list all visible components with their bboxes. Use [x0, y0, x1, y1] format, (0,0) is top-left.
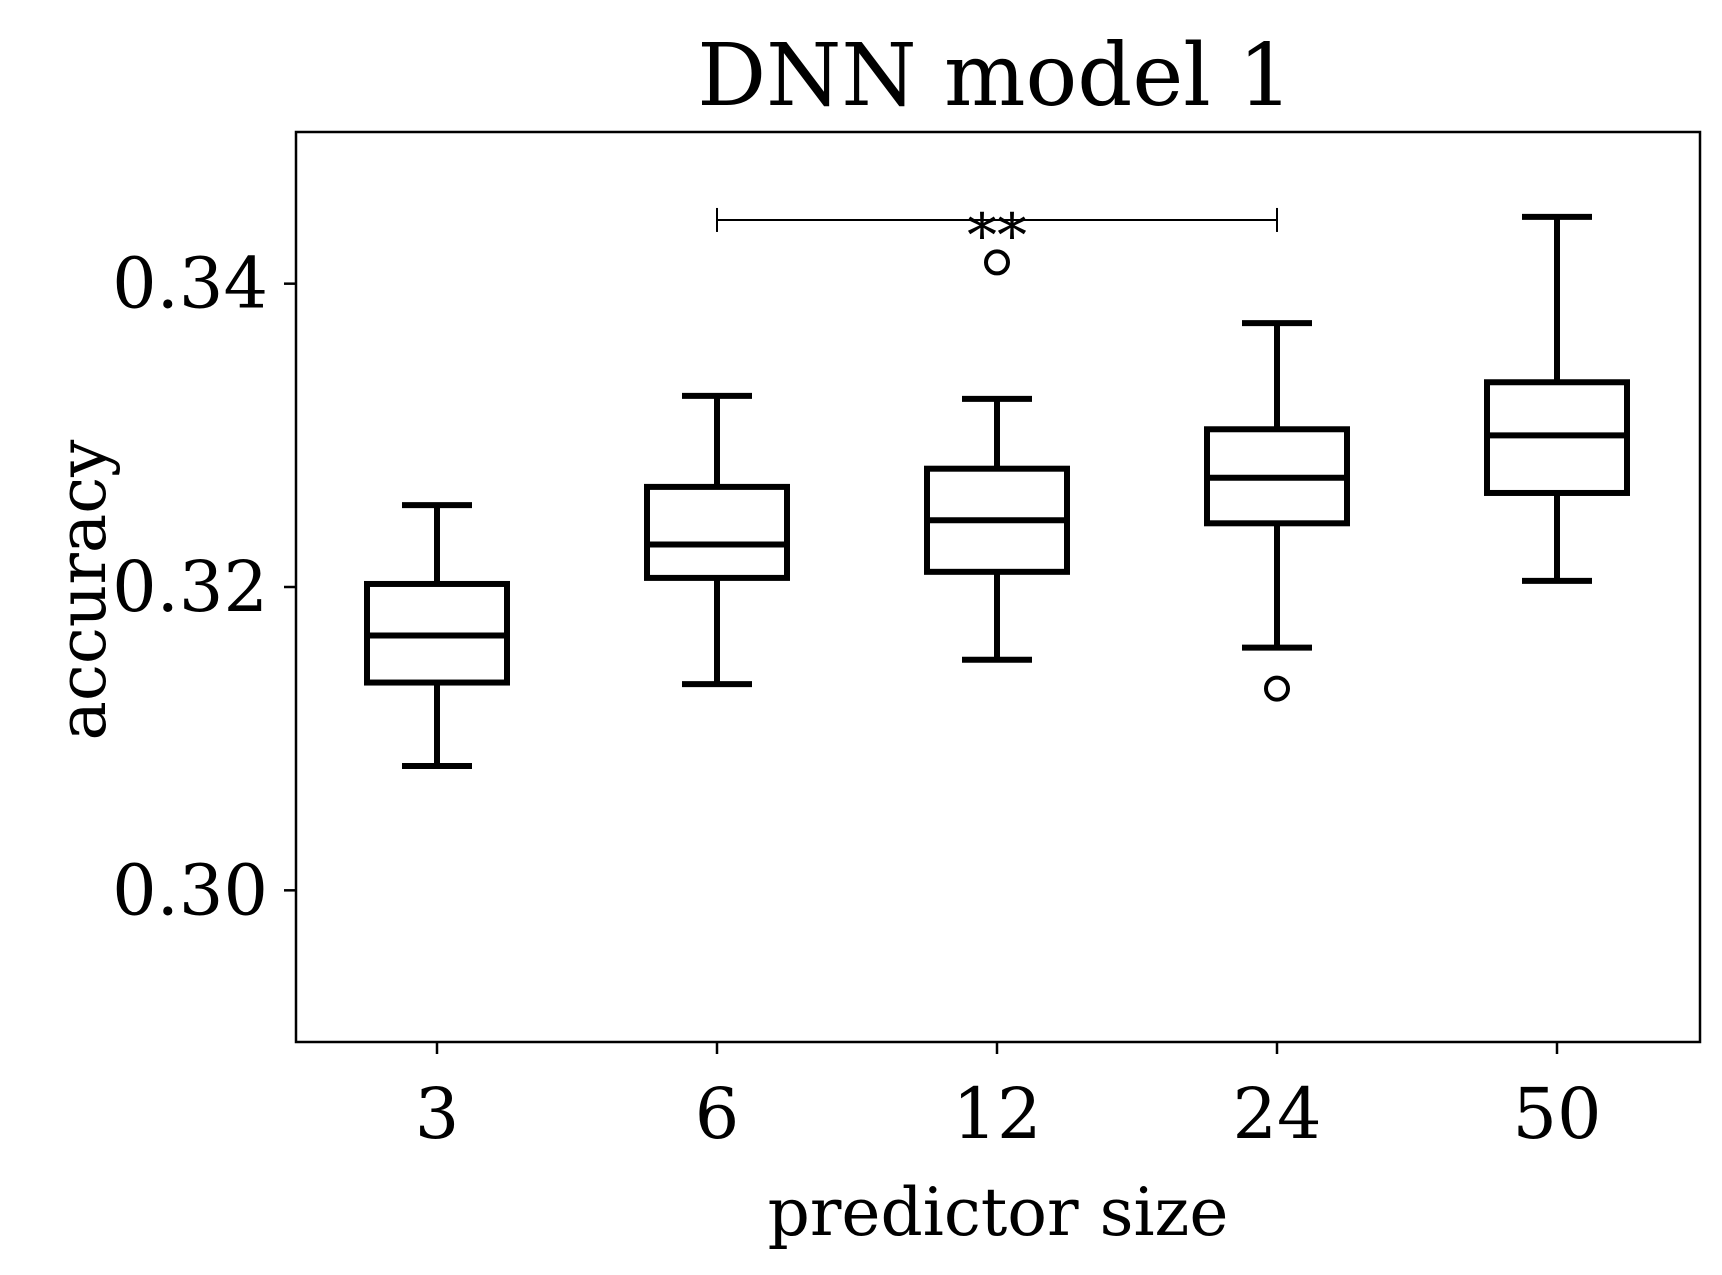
- x-tick-label: 3: [415, 1073, 460, 1155]
- box-6: [644, 392, 790, 688]
- box-50: [1484, 213, 1630, 584]
- box-24: [1204, 320, 1350, 702]
- box-12: [924, 249, 1070, 663]
- significance-layer: **: [716, 201, 1278, 271]
- x-tick-label: 12: [952, 1073, 1041, 1155]
- x-tick-label: 6: [695, 1073, 740, 1155]
- chart-title: DNN model 1: [697, 26, 1293, 126]
- y-tick-label: 0.34: [112, 243, 268, 325]
- x-axis-label: predictor size: [768, 1174, 1229, 1251]
- box-3: [364, 502, 510, 769]
- boxes-layer: [364, 213, 1630, 769]
- y-tick-label: 0.30: [112, 849, 268, 931]
- outlier-point: [984, 249, 1010, 276]
- significance-label: **: [967, 201, 1027, 271]
- x-tick-label: 50: [1512, 1073, 1601, 1155]
- y-axis-label: accuracy: [44, 439, 121, 741]
- x-axis: 3 6 12 24 50: [415, 1042, 1602, 1155]
- y-tick-label: 0.32: [112, 546, 268, 628]
- y-axis: 0.30 0.32 0.34: [112, 243, 296, 931]
- x-tick-label: 24: [1232, 1073, 1321, 1155]
- outlier-point: [1264, 675, 1290, 702]
- iqr-box: [644, 483, 790, 581]
